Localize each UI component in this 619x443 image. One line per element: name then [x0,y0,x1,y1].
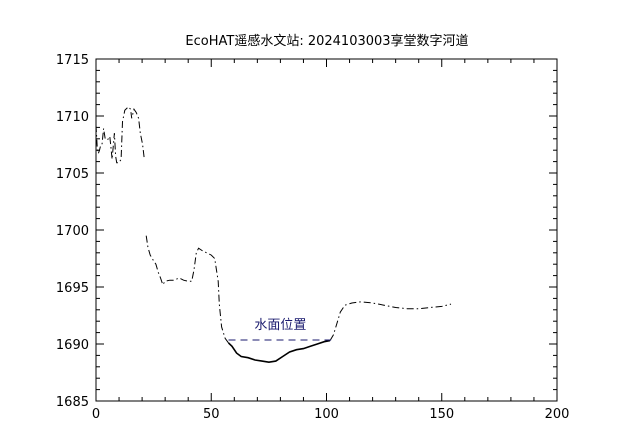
y-tick-label: 1685 [56,395,89,410]
series-line-2 [145,235,229,344]
y-tick-label: 1695 [56,281,89,296]
series-line-3 [227,339,331,364]
y-tick-label: 1710 [56,110,89,125]
x-tick-label: 150 [429,407,454,422]
water-level-annotation: 水面位置 [254,318,306,333]
x-tick-label: 50 [203,407,220,422]
y-tick-label: 1715 [56,53,89,68]
y-tick-label: 1700 [56,224,89,239]
series-line-1 [95,106,145,164]
chart-title: EcoHAT遥感水文站: 2024103003享堂数字河道 [185,33,468,49]
x-tick-label: 100 [314,407,339,422]
plot-area: 0 50 100 150 200 1685 1690 1695 1700 1705 1710 1715… [56,53,570,422]
plot-frame [95,58,558,402]
y-tick-label: 1705 [56,167,89,182]
x-tick-label: 0 [92,407,100,422]
x-tick-label: 200 [545,407,570,422]
y-tick-label: 1690 [56,338,89,353]
series-line-4 [329,301,452,341]
